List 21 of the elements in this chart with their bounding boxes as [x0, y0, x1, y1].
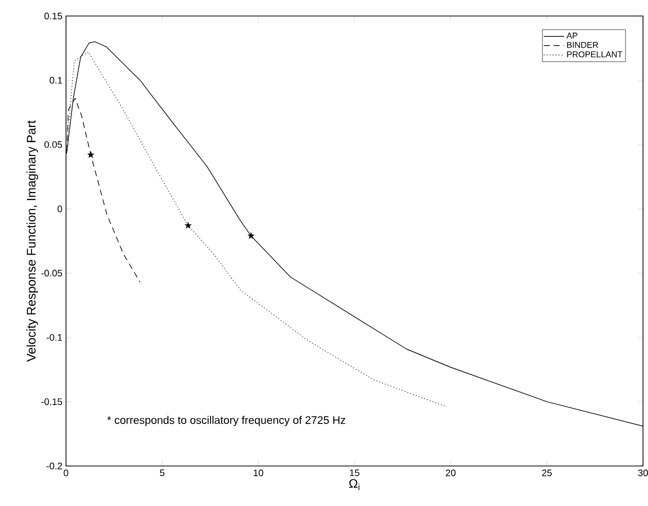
x-tick-label: 15 [350, 470, 360, 476]
legend-label: AP [566, 32, 578, 39]
y-tick-label: 0.05 [44, 141, 62, 148]
x-tick-label: 30 [638, 470, 648, 476]
y-tick-label: -0.05 [41, 270, 62, 276]
x-tick-label: 0 [64, 470, 68, 476]
y-tick-label: -0.2 [46, 462, 62, 470]
x-tick-label: 20 [446, 470, 456, 476]
legend-label: BINDER [567, 42, 598, 48]
x-tick-label: 25 [542, 470, 552, 476]
x-tick-label: 5 [160, 470, 164, 476]
y-tick-label: -0.15 [41, 398, 62, 406]
x-tick-label: 10 [254, 470, 264, 476]
legend-label: PROPELLANT [567, 51, 622, 58]
y-tick-label: 0.1 [50, 76, 62, 84]
y-tick-label: 0 [58, 206, 62, 212]
annotation: * corresponds to oscillatory frequency of 2725 Hz [107, 416, 346, 426]
x-axis-title: Ω$_{i}$ [349, 479, 360, 490]
y-tick-label: 0.15 [44, 12, 62, 20]
y-tick-label: -0.1 [46, 334, 62, 341]
y-axis-title: Velocity Response Function, Imaginary Part [26, 120, 38, 362]
